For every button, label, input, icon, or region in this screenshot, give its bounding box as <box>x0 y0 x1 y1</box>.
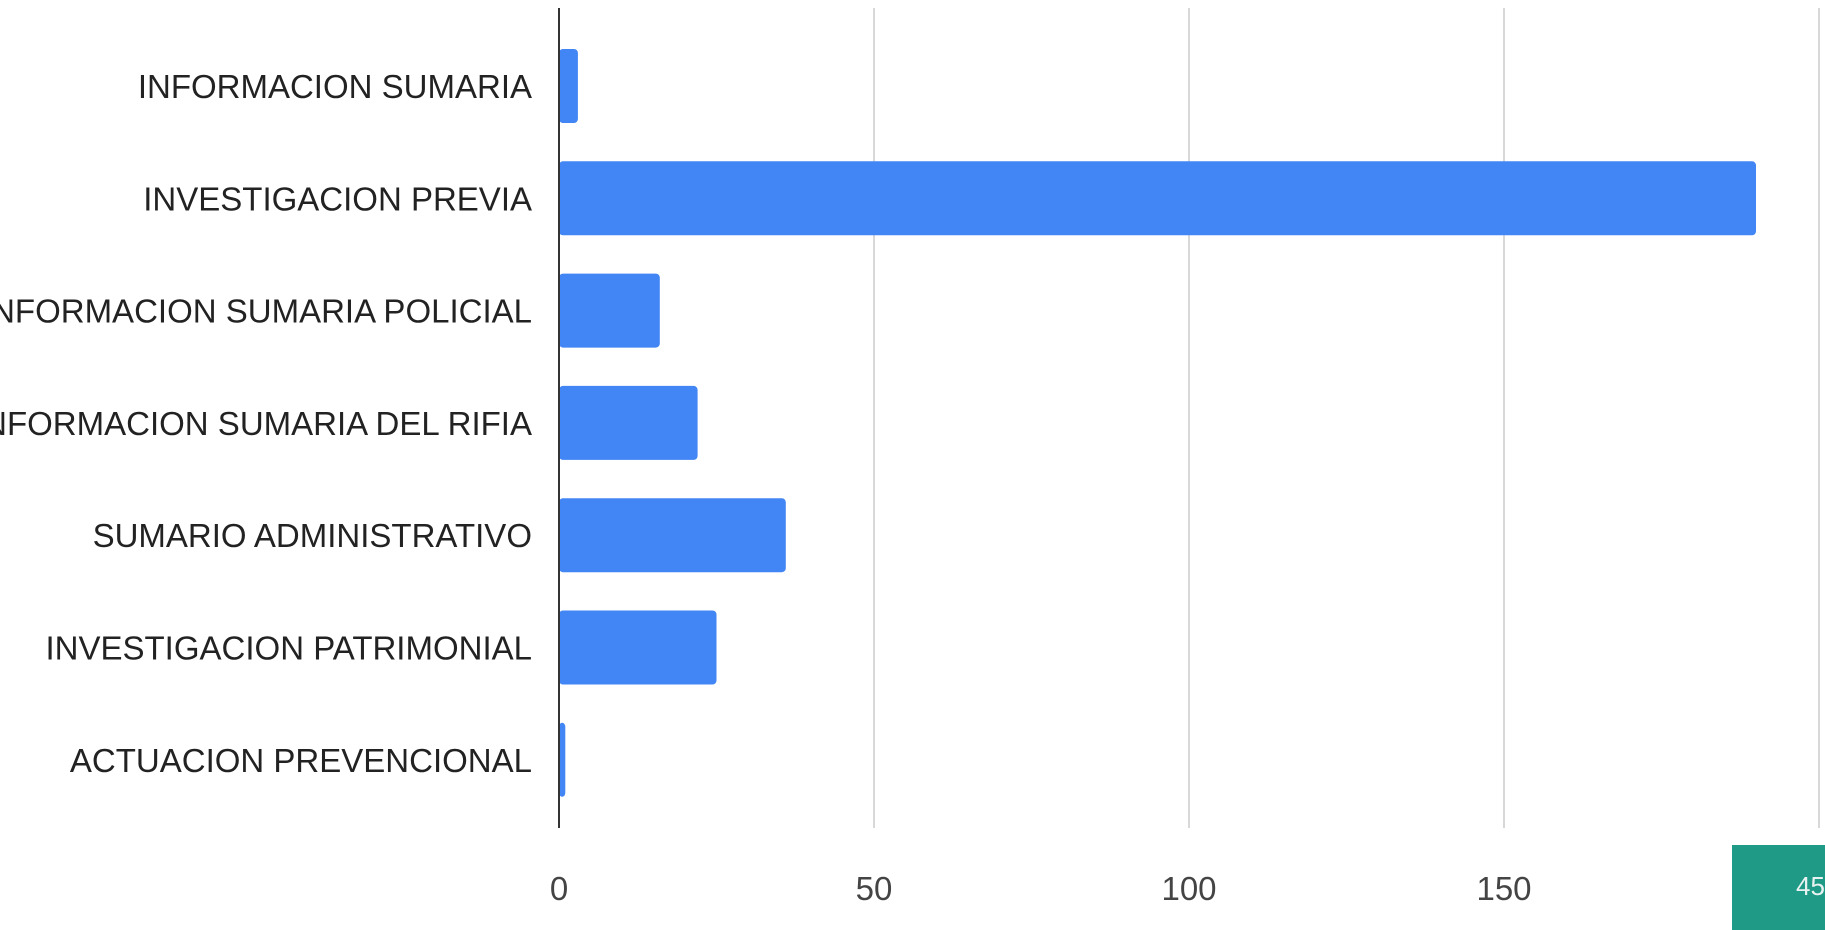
bar-4 <box>559 385 698 460</box>
category-label: INFORMACION SUMARIA POLICIAL <box>0 293 532 330</box>
category-label: ACTUACION PREVENCIONAL <box>70 742 532 779</box>
bar-1 <box>559 49 578 123</box>
bar-7 <box>559 722 566 797</box>
bar-5 <box>559 498 786 573</box>
category-label: INFORMACION SUMARIA DEL RIFIA <box>0 405 532 442</box>
bar-6 <box>559 610 717 685</box>
category-labels: INFORMACION SUMARIA INVESTIGACION PREVIA I… <box>0 68 532 779</box>
bar-2 <box>559 161 1756 236</box>
category-label: INFORMACION SUMARIA <box>138 68 532 105</box>
x-tick-labels: 0 50 100 150 <box>550 870 1532 907</box>
x-tick-label: 150 <box>1476 870 1531 907</box>
x-tick-label: 50 <box>856 870 893 907</box>
category-label: SUMARIO ADMINISTRATIVO <box>93 517 532 554</box>
page-number-badge: 45 <box>1732 845 1825 930</box>
category-label: INVESTIGACION PATRIMONIAL <box>45 630 532 667</box>
category-label: INVESTIGACION PREVIA <box>143 180 532 217</box>
bar-3 <box>559 273 660 348</box>
x-tick-label: 100 <box>1161 870 1216 907</box>
x-tick-label: 0 <box>550 870 568 907</box>
page-number: 45 <box>1796 871 1825 901</box>
gridlines <box>873 8 1820 828</box>
bars <box>559 49 1756 797</box>
